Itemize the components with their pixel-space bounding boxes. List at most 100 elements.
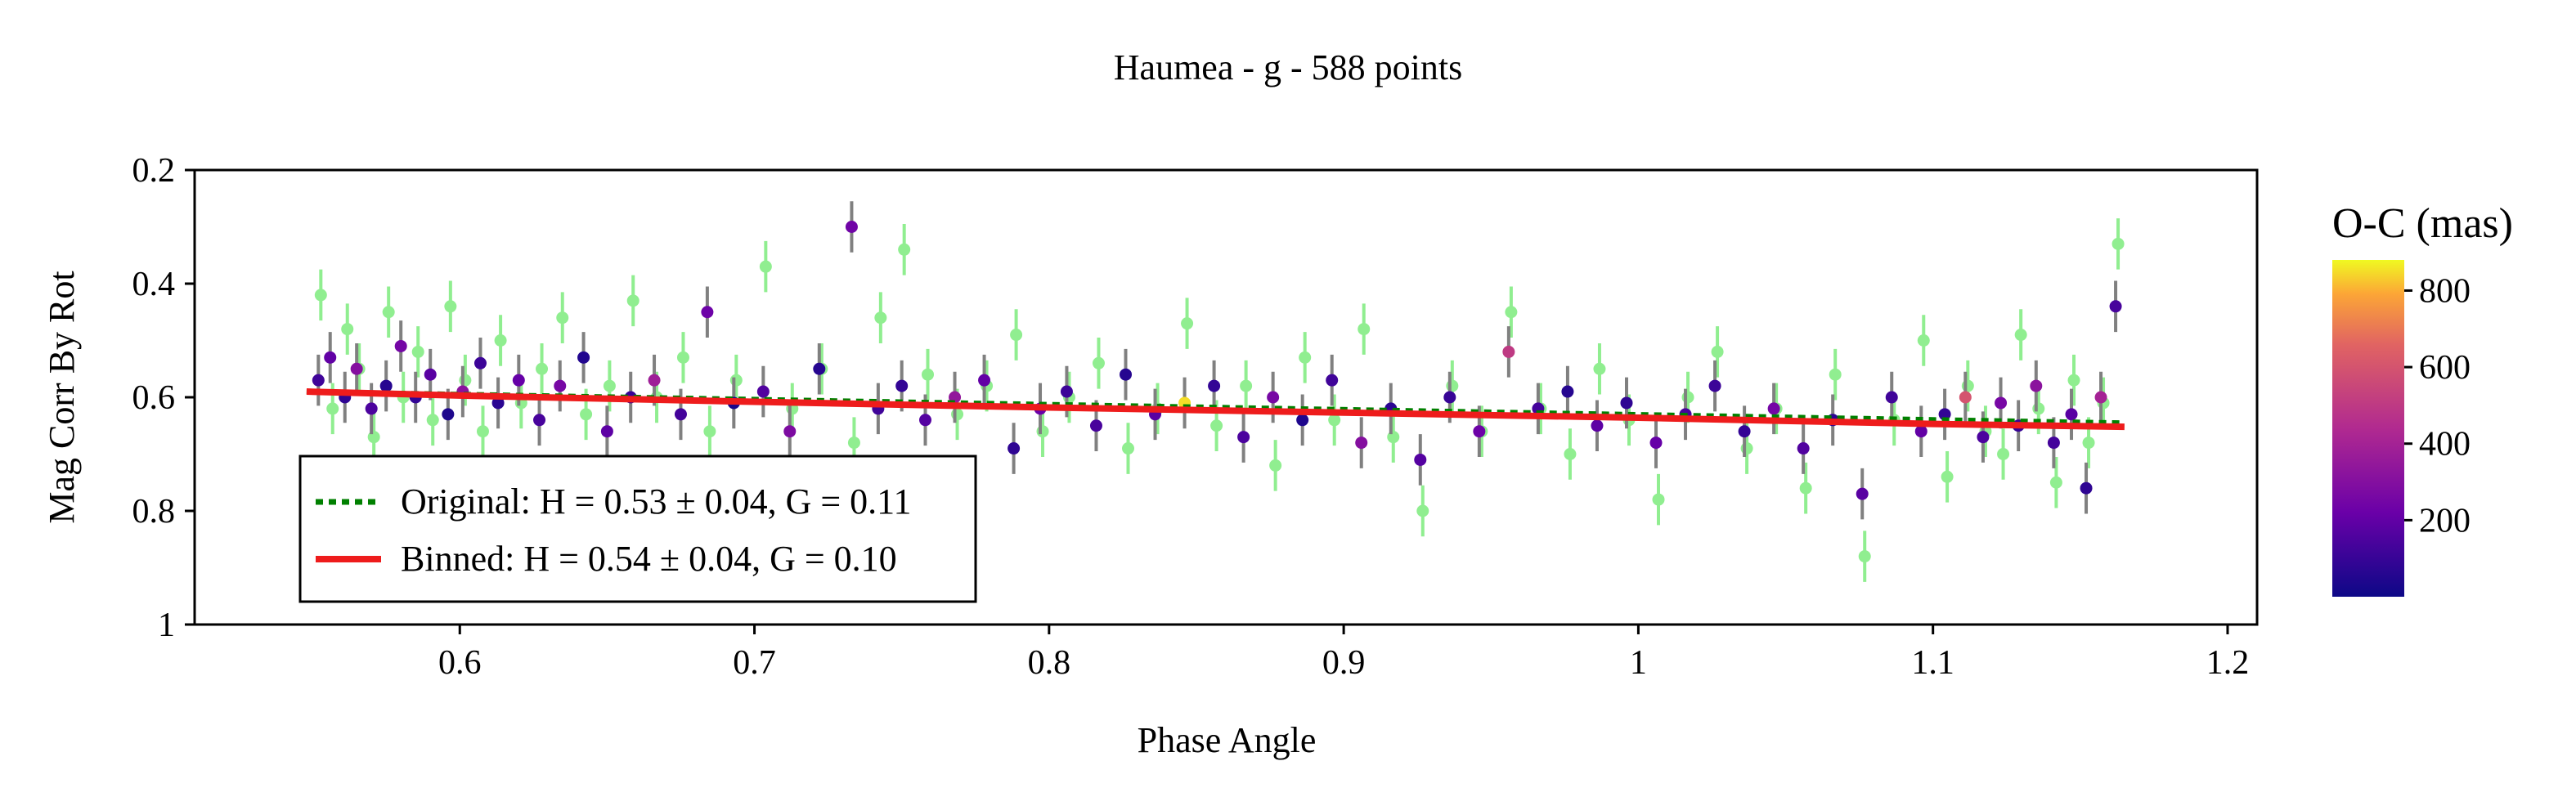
original-point <box>2032 402 2044 414</box>
data-point <box>577 351 590 364</box>
legend: Original: H = 0.53 ± 0.04, G = 0.11 Binn… <box>300 456 976 602</box>
data-point <box>2095 392 2107 404</box>
original-point <box>1741 442 1753 454</box>
colorbar-tick-label: 600 <box>2419 349 2471 387</box>
data-point <box>1768 402 1780 414</box>
original-point <box>703 425 716 437</box>
data-point <box>1797 442 1810 454</box>
original-point <box>341 323 353 335</box>
original-point <box>495 334 507 347</box>
data-point <box>1296 414 1308 426</box>
data-point <box>1443 392 1456 404</box>
original-point <box>1037 425 1049 437</box>
original-point <box>1564 448 1576 460</box>
data-point <box>324 351 336 364</box>
data-point <box>783 425 796 437</box>
original-point <box>1962 380 1974 392</box>
original-point <box>1269 459 1281 472</box>
data-point <box>846 221 858 233</box>
data-point <box>648 374 661 387</box>
original-point <box>604 380 616 392</box>
original-point <box>2068 374 2080 387</box>
original-point <box>677 351 689 364</box>
original-point <box>730 374 743 387</box>
y-tick-label: 0.8 <box>132 493 176 531</box>
original-point <box>1416 505 1429 517</box>
data-point <box>474 357 487 369</box>
original-point <box>536 363 548 375</box>
data-point <box>1414 454 1426 466</box>
data-point <box>1326 374 1338 387</box>
data-point <box>2110 300 2122 312</box>
original-point <box>1210 419 1223 432</box>
data-point <box>1739 425 1751 437</box>
colorbar-gradient <box>2332 260 2404 597</box>
original-point <box>477 425 489 437</box>
original-point <box>1800 482 1812 495</box>
original-point <box>412 346 424 358</box>
data-point <box>675 408 687 420</box>
original-point <box>848 437 860 449</box>
data-point <box>1473 425 1485 437</box>
data-point <box>1208 380 1220 392</box>
data-point <box>380 380 393 392</box>
x-tick-label: 0.7 <box>733 644 776 682</box>
data-point <box>919 414 931 426</box>
original-point <box>874 311 886 324</box>
original-point <box>326 402 339 414</box>
legend-original-label: Original: H = 0.53 ± 0.04, G = 0.11 <box>401 481 912 522</box>
original-point <box>1299 351 1311 364</box>
data-point <box>513 374 525 387</box>
data-point <box>757 386 770 398</box>
colorbar-tick-label: 200 <box>2419 502 2471 540</box>
original-point <box>1387 431 1399 443</box>
x-tick-label: 1.1 <box>1911 644 1954 682</box>
original-point <box>2083 437 2095 449</box>
original-point <box>315 289 327 301</box>
data-point <box>1856 488 1869 500</box>
colorbar: O-C (mas) 200 400 600 800 <box>2332 200 2513 597</box>
original-point <box>1829 369 1842 381</box>
original-point <box>1505 306 1517 318</box>
original-point <box>1446 380 1458 392</box>
original-point <box>1712 346 1724 358</box>
original-point <box>922 369 934 381</box>
legend-binned-label: Binned: H = 0.54 ± 0.04, G = 0.10 <box>401 539 897 579</box>
original-point <box>459 374 471 387</box>
original-point <box>1181 317 1193 329</box>
original-point <box>1122 442 1134 454</box>
data-point <box>1650 437 1663 449</box>
original-point <box>627 294 640 307</box>
data-point <box>813 363 825 375</box>
data-point <box>1620 396 1632 409</box>
y-axis: 0.2 0.4 0.6 0.8 1 <box>132 152 195 644</box>
y-tick-label: 0.2 <box>132 152 176 190</box>
data-point <box>978 374 990 387</box>
original-point <box>1997 448 2009 460</box>
data-point <box>2080 482 2093 495</box>
legend-box <box>300 456 976 602</box>
data-point <box>1591 419 1603 432</box>
data-point <box>1237 431 1250 443</box>
original-point <box>1010 329 1022 341</box>
original-point <box>1093 357 1105 369</box>
data-point <box>1886 392 1898 404</box>
data-point <box>2048 437 2060 449</box>
data-point <box>424 369 437 381</box>
x-tick-label: 1.2 <box>2206 644 2250 682</box>
data-point <box>442 408 454 420</box>
original-point <box>1682 392 1694 404</box>
original-point <box>427 414 439 426</box>
x-tick-label: 1 <box>1630 644 1647 682</box>
original-point <box>1593 363 1605 375</box>
original-point <box>556 311 568 324</box>
data-point <box>895 380 908 392</box>
data-point <box>1008 442 1020 454</box>
data-point <box>1977 431 1989 443</box>
original-point <box>2112 238 2125 250</box>
data-point <box>2030 380 2042 392</box>
y-tick-label: 1 <box>158 607 175 644</box>
data-point <box>395 340 407 352</box>
colorbar-tick-label: 800 <box>2419 272 2471 310</box>
data-point <box>1061 386 1073 398</box>
